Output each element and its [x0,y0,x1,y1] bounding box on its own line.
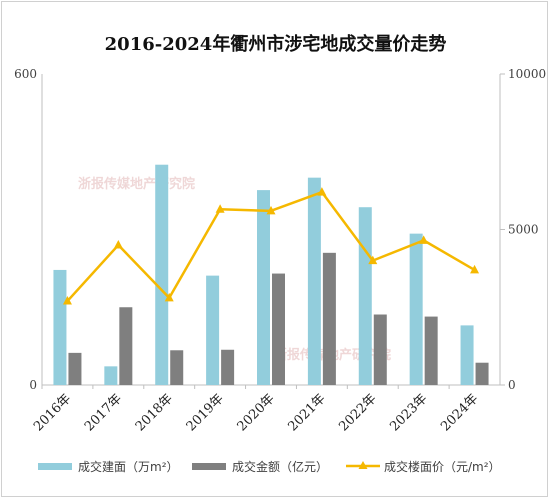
bar-area [104,366,118,385]
y-right-tick-label: 0 [508,378,516,392]
bar-area [257,190,270,385]
x-tick-label: 2022年 [336,391,379,434]
bar-area [460,325,474,385]
x-tick-label: 2018年 [133,391,176,434]
bar-amount [221,349,235,385]
bar-area [206,275,220,385]
bar-amount [119,307,133,385]
point-price [470,264,480,274]
y-right-tick-label: 10000 [508,67,546,81]
point-price [368,255,378,265]
point-price [62,296,72,305]
bar-amount [424,316,438,385]
bar-amount [373,314,387,385]
y-left-tick-label: 0 [29,378,37,392]
legend-label-area: 成交建面（万m²） [78,459,179,474]
point-price [317,187,327,196]
point-price [266,205,276,215]
legend-swatch-amount [192,463,226,470]
x-tick-label: 2019年 [184,391,227,434]
bar-area [155,164,169,385]
x-tick-label: 2017年 [82,391,125,434]
y-left-tick-label: 600 [14,67,37,81]
bar-area [307,177,321,385]
chart-title: 2016-2024年衢州市涉宅地成交量价走势 [104,34,447,55]
bar-area [409,233,423,385]
x-tick-label: 2016年 [31,391,74,434]
x-tick-label: 2021年 [286,391,329,434]
legend: 成交建面（万m²） 成交金额（亿元） 成交楼面价（元/m²） [38,459,501,474]
bar-amount [170,350,184,385]
legend-label-price: 成交楼面价（元/m²） [384,459,501,474]
bar-amount [272,273,285,385]
bar-area [53,269,67,385]
watermark-upper: 浙报传媒地产研究院 [78,176,195,192]
y-right-tick-label: 5000 [508,223,539,237]
x-tick-label: 2023年 [387,391,430,434]
legend-marker-price [358,461,368,469]
point-price [215,204,225,213]
point-price [419,235,429,244]
legend-label-amount: 成交金额（亿元） [232,459,328,474]
bar-amount [68,352,82,385]
point-price [113,240,123,249]
bar-amount [475,362,489,385]
legend-swatch-area [38,463,72,470]
x-tick-label: 2020年 [235,391,278,434]
bar-area [358,207,372,385]
bar-amount [322,252,336,385]
point-price [164,292,174,302]
x-tick-label: 2024年 [438,391,481,434]
